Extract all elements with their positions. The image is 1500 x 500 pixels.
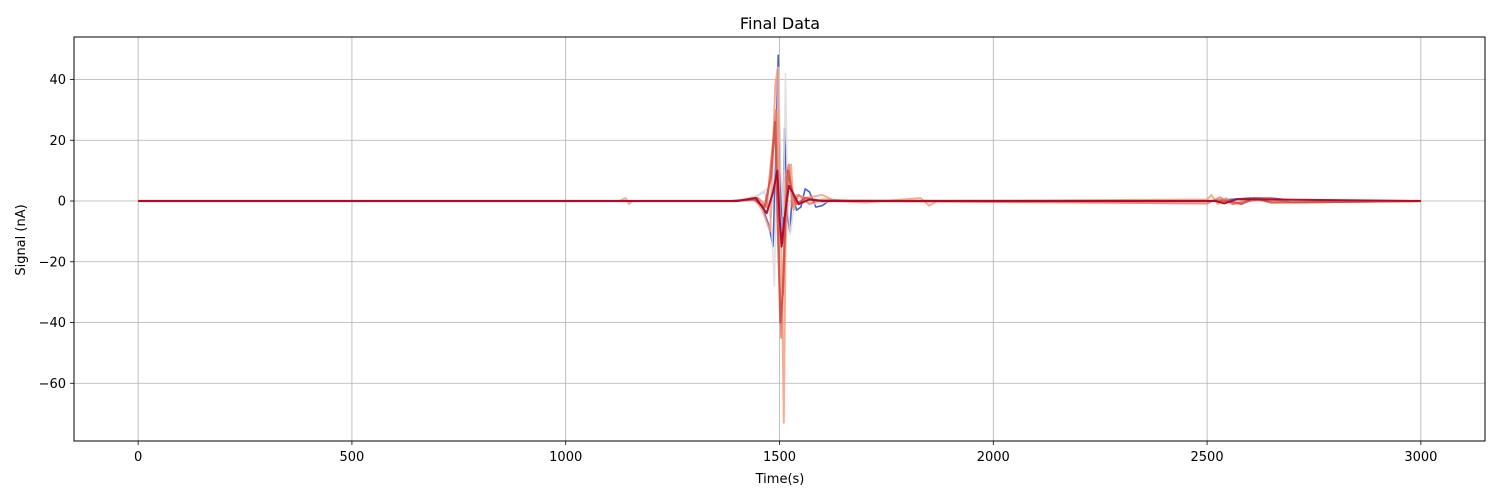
chart-title: Final Data: [740, 14, 820, 33]
y-tick-label: −40: [39, 316, 66, 331]
x-tick-label: 0: [134, 450, 142, 465]
x-tick-label: 2500: [1191, 450, 1224, 465]
y-tick-label: −20: [39, 255, 66, 270]
x-tick-label: 3000: [1404, 450, 1437, 465]
series-line: [138, 169, 1421, 248]
axis-ticks: 0 500 1000 1500 2000 2500 3000 −60 −40 −20 0 20 40: [39, 73, 1438, 465]
series-line: [138, 120, 1421, 324]
y-tick-label: 20: [49, 134, 66, 149]
y-axis-label: Signal (nA): [14, 204, 29, 275]
series-lines: [138, 54, 1421, 424]
x-tick-label: 2000: [977, 450, 1010, 465]
x-tick-label: 1000: [549, 450, 582, 465]
y-tick-label: 0: [58, 195, 66, 210]
y-tick-label: 40: [49, 73, 66, 88]
y-tick-label: −60: [39, 377, 66, 392]
x-tick-label: 500: [340, 450, 365, 465]
x-tick-label: 1500: [763, 450, 796, 465]
x-axis-label: Time(s): [755, 472, 805, 487]
